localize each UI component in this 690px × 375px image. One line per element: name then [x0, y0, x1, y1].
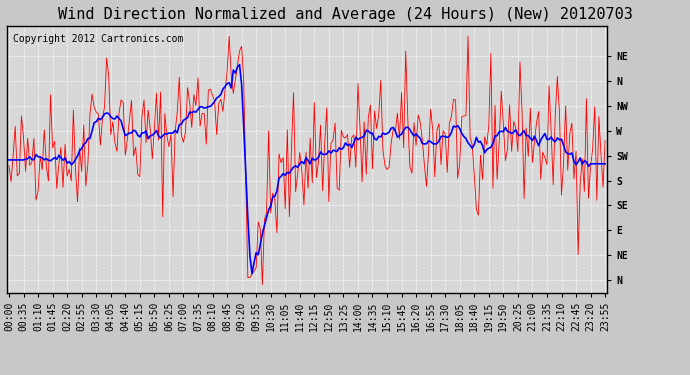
- Text: Wind Direction Normalized and Average (24 Hours) (New) 20120703: Wind Direction Normalized and Average (2…: [57, 8, 633, 22]
- Text: Copyright 2012 Cartronics.com: Copyright 2012 Cartronics.com: [13, 34, 184, 44]
